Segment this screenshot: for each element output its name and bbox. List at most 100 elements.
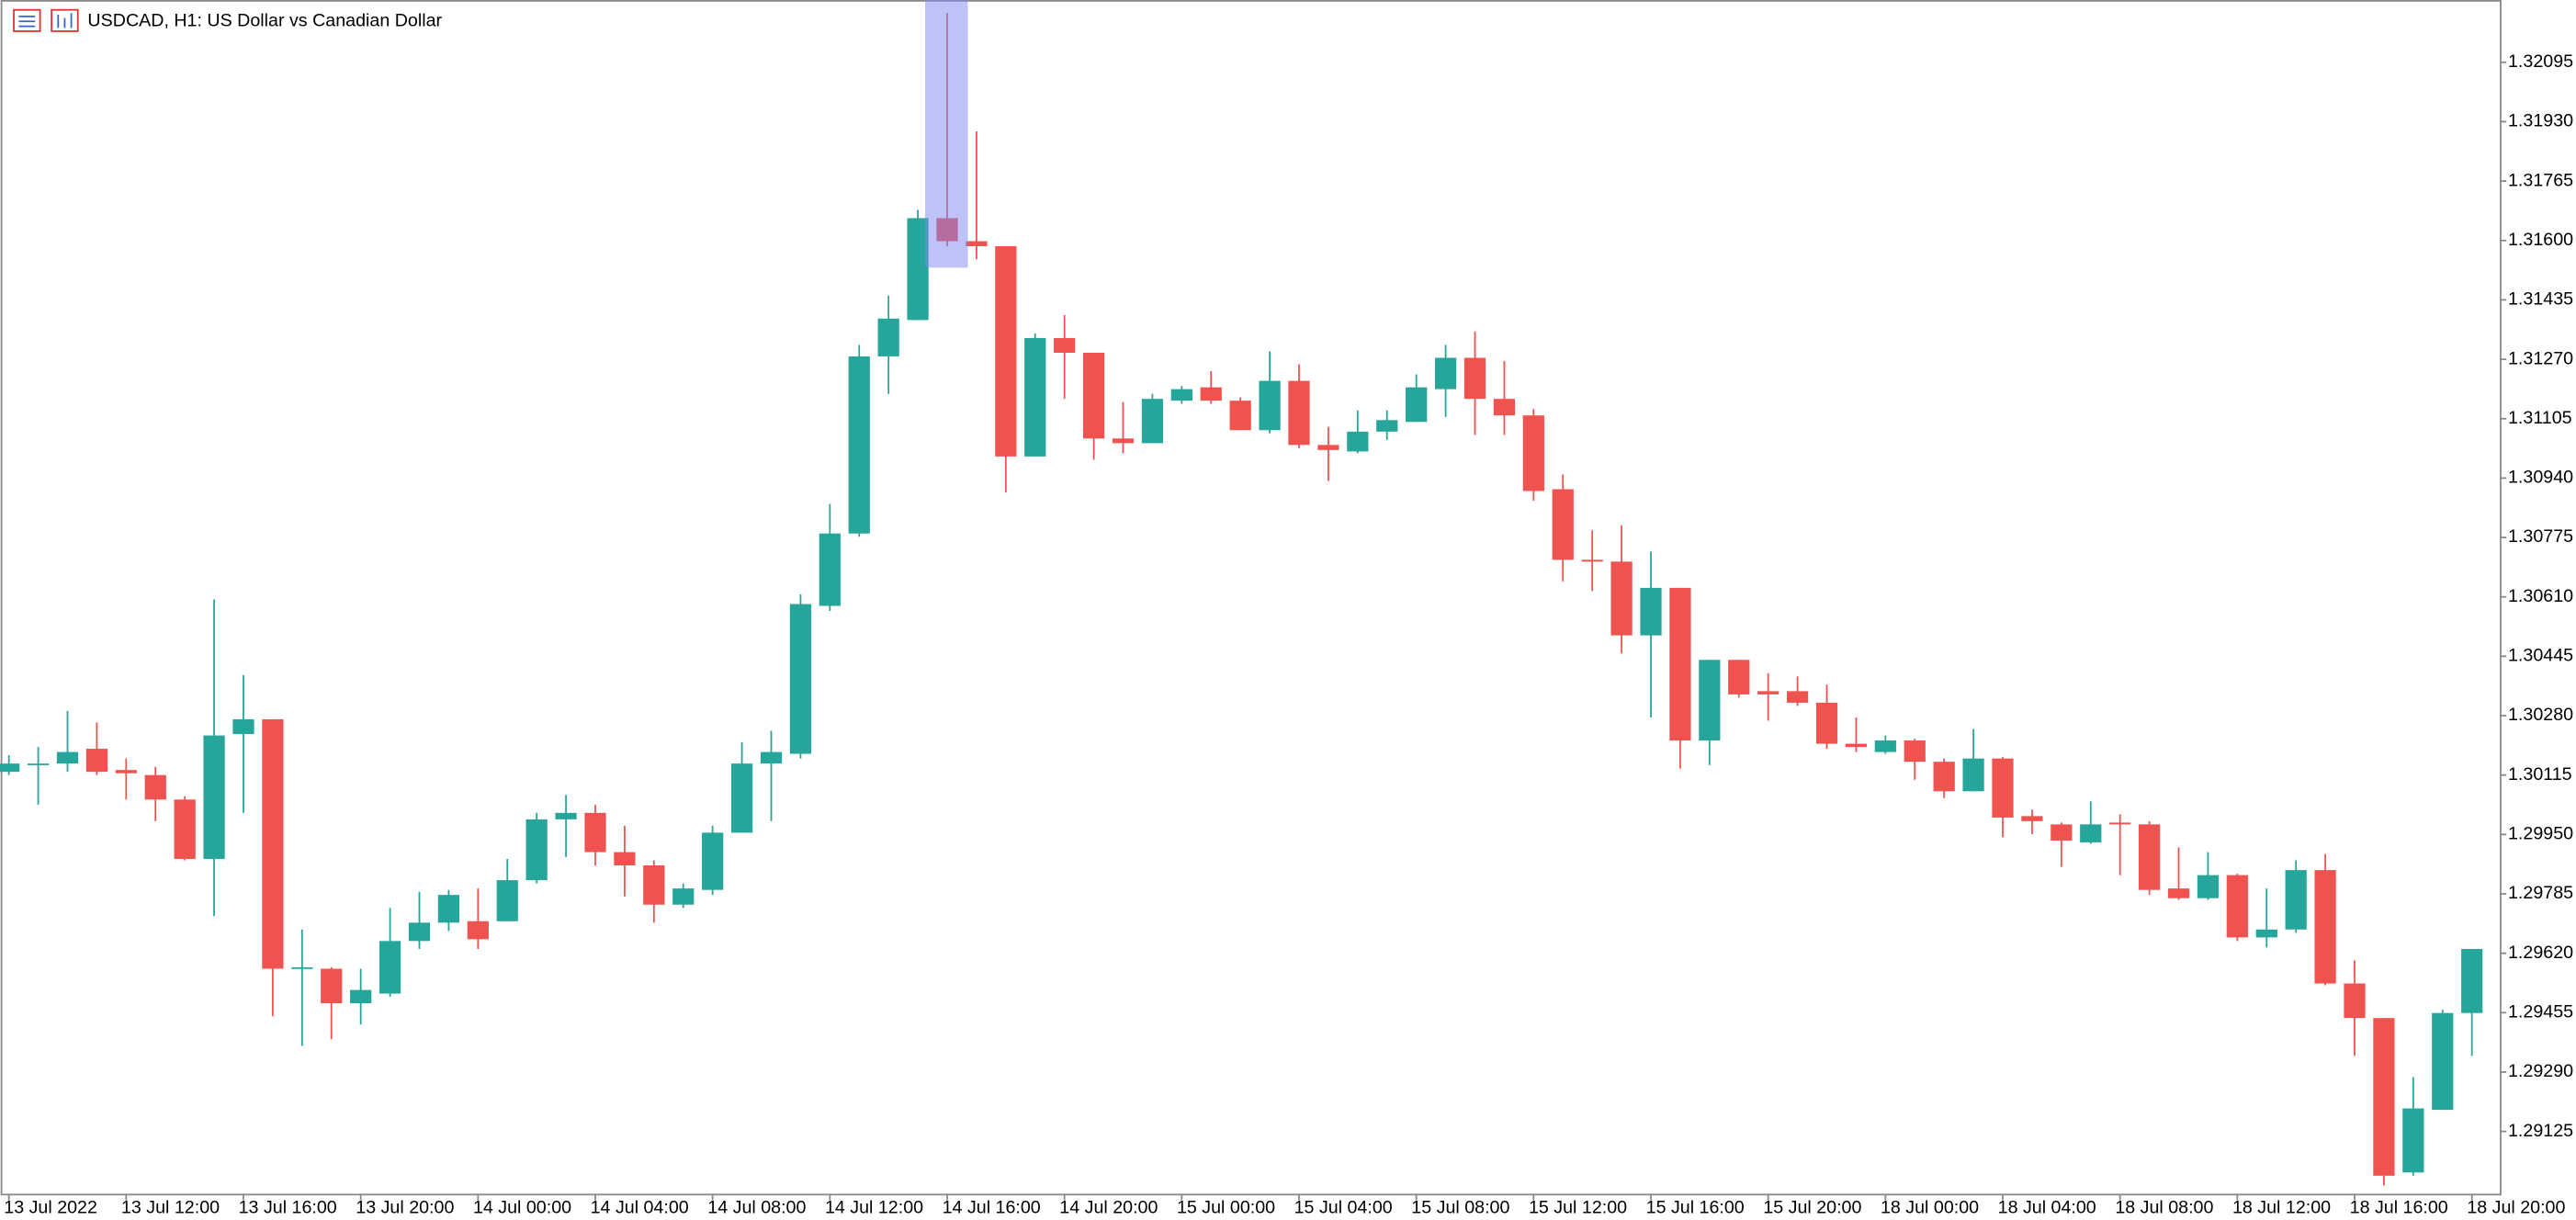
candle-body (85, 749, 108, 773)
x-tick-label: 14 Jul 04:00 (591, 1198, 689, 1218)
candle-body (1229, 401, 1251, 431)
x-tick-label: 14 Jul 12:00 (825, 1198, 923, 1218)
candle-body (27, 763, 50, 765)
candle-body (2021, 816, 2043, 821)
candle-body (1493, 399, 1516, 416)
candle-body (1406, 387, 1428, 423)
x-tick-label: 13 Jul 16:00 (239, 1198, 337, 1218)
x-tick-label: 13 Jul 20:00 (356, 1198, 454, 1218)
x-tick-label: 18 Jul 12:00 (2232, 1198, 2331, 1218)
y-tick-label: 1.31435 (2508, 289, 2573, 310)
x-tick-label: 18 Jul 04:00 (1998, 1198, 2096, 1218)
candle-body (378, 941, 401, 994)
candle-body (2344, 983, 2366, 1019)
candle-body (1288, 380, 1310, 446)
x-tick-label: 14 Jul 08:00 (707, 1198, 806, 1218)
candle-body (2461, 948, 2483, 1013)
candle-body (1581, 559, 1603, 562)
x-tick-label: 18 Jul 16:00 (2350, 1198, 2448, 1218)
x-tick-label: 18 Jul 08:00 (2115, 1198, 2213, 1218)
candle-body (1259, 380, 1281, 431)
selection-highlight[interactable] (924, 0, 968, 268)
x-tick-label: 13 Jul 12:00 (121, 1198, 220, 1218)
candle-body (56, 751, 79, 764)
candle-body (848, 356, 870, 534)
candle-body (730, 763, 753, 833)
candle-body (1904, 740, 1926, 762)
candle-body (2167, 888, 2190, 898)
symbol-icons[interactable] (13, 8, 79, 32)
candle-body (907, 218, 929, 321)
x-tick-label: 15 Jul 04:00 (1294, 1198, 1393, 1218)
candle-body (614, 852, 636, 866)
candle-body (437, 895, 460, 923)
y-tick-label: 1.29785 (2508, 883, 2573, 903)
y-tick-label: 1.32095 (2508, 51, 2573, 72)
candle-body (2051, 824, 2073, 841)
candle-body (2402, 1108, 2424, 1173)
y-tick-label: 1.30610 (2508, 586, 2573, 606)
candle-body (467, 921, 489, 940)
candle-body (115, 770, 137, 774)
x-tick-label: 18 Jul 20:00 (2467, 1198, 2565, 1218)
x-tick-label: 13 Jul 2022 (4, 1198, 97, 1218)
candle-body (1815, 702, 1838, 744)
candle-body (1376, 420, 1398, 432)
candle-body (1757, 691, 1779, 695)
y-tick-label: 1.29455 (2508, 1001, 2573, 1022)
candle-body (1786, 691, 1809, 703)
candle-body (1610, 561, 1633, 636)
y-tick-label: 1.30445 (2508, 646, 2573, 666)
candle-body (291, 966, 313, 969)
candle-body (760, 751, 783, 764)
candle-body (232, 718, 254, 734)
candle-body (1463, 357, 1486, 400)
y-tick-label: 1.31270 (2508, 348, 2573, 368)
candle-body (584, 812, 606, 853)
candle-body (2285, 870, 2307, 930)
candle-body (2138, 824, 2161, 890)
candle-body (672, 888, 695, 905)
x-tick-label: 18 Jul 00:00 (1881, 1198, 1979, 1218)
y-tick-label: 1.31765 (2508, 170, 2573, 190)
candle-body (1992, 758, 2014, 818)
candle-body (321, 968, 343, 1004)
chart-title: USDCAD, H1: US Dollar vs Canadian Dollar (87, 10, 442, 30)
y-tick-label: 1.30940 (2508, 468, 2573, 488)
candle-body (1669, 587, 1691, 741)
candle-body (2080, 824, 2102, 842)
candle-body (2226, 875, 2248, 938)
x-tick-label: 15 Jul 00:00 (1177, 1198, 1275, 1218)
candle-body (995, 246, 1017, 457)
candle-body (1434, 357, 1457, 390)
candle-body (496, 880, 518, 921)
candle-body (1082, 353, 1105, 439)
y-tick-label: 1.31930 (2508, 111, 2573, 131)
candle-body (1347, 431, 1369, 452)
candle-body (1112, 438, 1135, 444)
x-tick-label: 15 Jul 08:00 (1411, 1198, 1509, 1218)
candle-body (144, 774, 166, 800)
x-tick-label: 14 Jul 16:00 (943, 1198, 1041, 1218)
candle-body (877, 318, 899, 356)
y-tick-label: 1.31105 (2508, 408, 2572, 428)
y-tick-label: 1.31600 (2508, 230, 2573, 250)
candle-body (1200, 387, 1222, 401)
candle-body (1640, 587, 1662, 636)
candle-body (643, 865, 665, 905)
x-tick-label: 15 Jul 16:00 (1646, 1198, 1745, 1218)
y-tick-label: 1.29950 (2508, 824, 2573, 844)
candle-body (1552, 489, 1574, 560)
candle-body (1054, 337, 1076, 354)
candle-body (0, 763, 20, 773)
candle-body (555, 812, 577, 819)
candle-body (408, 922, 431, 942)
candle-body (2314, 870, 2336, 984)
candle-body (1024, 337, 1046, 457)
candle-body (1933, 762, 1955, 792)
candle-body (2373, 1018, 2395, 1176)
x-tick-label: 14 Jul 20:00 (1059, 1198, 1158, 1218)
